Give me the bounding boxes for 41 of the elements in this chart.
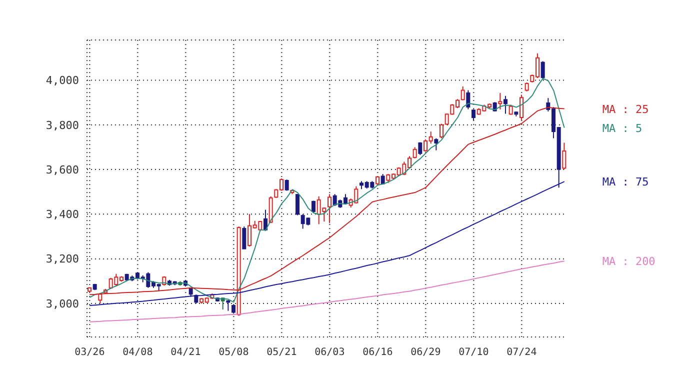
y-tick-label: 3,800: [46, 118, 79, 132]
x-tick-label: 07/10: [458, 347, 489, 358]
y-tick-label: 3,000: [46, 297, 79, 310]
candlestick: [434, 138, 438, 151]
candlestick: [492, 102, 497, 112]
line-series: [89, 181, 565, 306]
line-series: [89, 78, 565, 303]
x-tick-label: 04/21: [170, 347, 201, 358]
candlestick: [466, 90, 470, 110]
candlestick: [418, 142, 422, 156]
x-tick-label: 06/16: [362, 347, 393, 358]
candlestick: [328, 194, 332, 224]
x-tick-label: 06/03: [314, 347, 345, 358]
y-tick-label: 3,600: [46, 163, 79, 176]
candlestick: [540, 60, 545, 80]
y-tick-label: 4,000: [46, 74, 79, 88]
y-tick-label: 3,400: [46, 208, 79, 222]
candlestick: [264, 209, 268, 232]
text: MA : 25: [602, 102, 649, 116]
x-tick-label: 07/24: [506, 347, 537, 358]
y-tick-label: 3,200: [46, 252, 79, 266]
candlestick: [460, 86, 465, 101]
candlestick: [440, 123, 444, 139]
text: MA : 5: [602, 122, 642, 135]
candlestick: [498, 92, 502, 110]
candlestick: [520, 94, 524, 121]
x-tick-label: 03/26: [74, 347, 105, 358]
x-tick-label: 04/08: [122, 347, 153, 358]
candlestick: [562, 142, 566, 170]
x-tick-label: 05/08: [218, 347, 249, 358]
text: MA : 200: [602, 255, 656, 268]
candlestick: [312, 200, 316, 214]
line-series: [89, 260, 565, 322]
candlestick: [504, 95, 508, 114]
x-tick-label: 05/21: [266, 347, 297, 358]
candlestick: [472, 108, 476, 121]
text: MA : 75: [602, 176, 649, 189]
candlestick: [242, 226, 246, 250]
candlestick: [226, 300, 230, 312]
x-tick-label: 06/29: [410, 347, 441, 358]
candlestick: [296, 194, 300, 216]
